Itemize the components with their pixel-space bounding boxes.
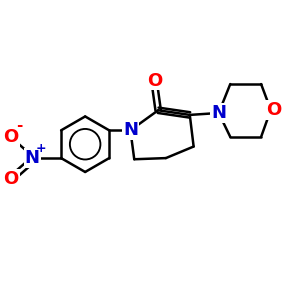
- Text: O: O: [147, 72, 162, 90]
- Text: N: N: [211, 104, 226, 122]
- Text: O: O: [3, 170, 19, 188]
- Text: +: +: [35, 142, 46, 155]
- Text: -: -: [16, 118, 23, 133]
- Text: O: O: [3, 128, 19, 146]
- Text: O: O: [266, 101, 281, 119]
- Text: N: N: [25, 149, 40, 167]
- Text: N: N: [123, 121, 138, 139]
